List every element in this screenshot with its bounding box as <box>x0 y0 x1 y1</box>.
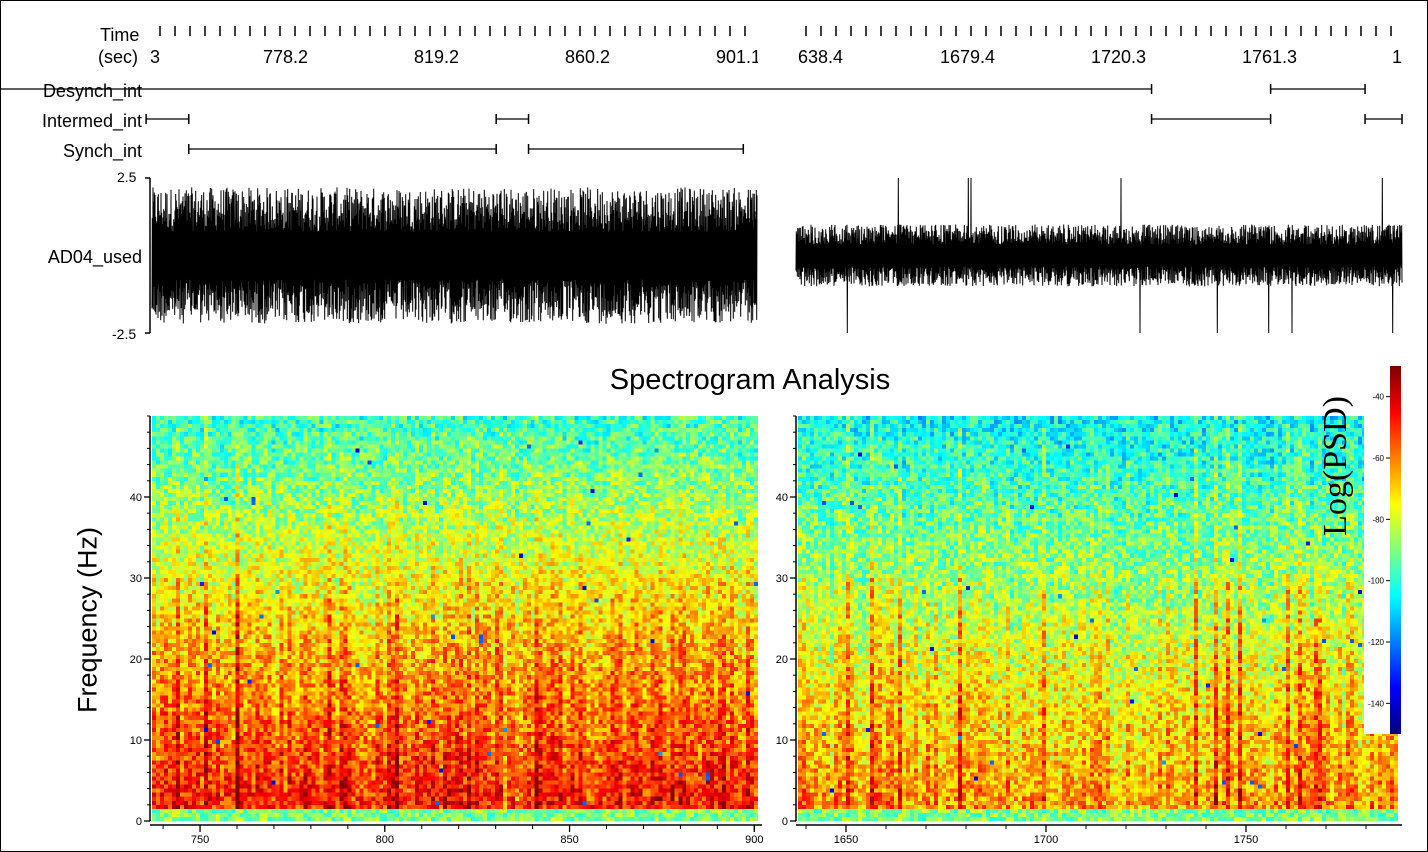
colorbar-tick-label: -100 <box>1368 577 1385 586</box>
spectrogram-x-tick-label: 850 <box>560 834 578 846</box>
signal-channel-label: AD04_used <box>47 247 142 267</box>
signal-ytick-bottom: -2.5 <box>112 326 137 342</box>
spectrogram-y-tick-label: 0 <box>136 816 142 828</box>
time-tick-left-0: 3 <box>150 47 161 67</box>
time-tick-right-2: 1720.3 <box>1091 47 1147 67</box>
time-tick-left-2: 819.2 <box>414 47 460 67</box>
spectrogram-x-tick-label: 1700 <box>1034 834 1058 846</box>
time-tick-left-1: 778.2 <box>263 47 309 67</box>
spectrogram-y-tick-label: 20 <box>130 654 142 666</box>
spectrogram-y-tick-label: 30 <box>130 573 142 585</box>
time-tick-right-1: 1679.4 <box>940 47 996 67</box>
time-tick-left-4: 901.1 <box>716 48 758 66</box>
time-label: Time <box>100 25 140 45</box>
spectrogram-left-heatmap <box>152 416 758 821</box>
spectrogram-x-tick-label: 800 <box>376 834 394 846</box>
intermed-channel-label: Intermed_int <box>41 111 142 131</box>
colorbar-tick-label: -80 <box>1372 515 1384 524</box>
spectrogram-y-tick-label: 0 <box>782 816 788 828</box>
spectrogram-x-tick-label: 900 <box>745 834 763 846</box>
colorbar-tick-label: -140 <box>1368 699 1385 708</box>
time-tick-left-3: 860.2 <box>565 47 611 67</box>
spectrogram-title: Spectrogram Analysis <box>609 364 891 396</box>
colorbar <box>1390 366 1401 734</box>
colorbar-tick-label: -60 <box>1372 454 1384 463</box>
spectrogram-y-tick-label: 40 <box>130 492 142 504</box>
spectrogram-y-tick-label: 10 <box>130 735 142 747</box>
spectrogram-y-tick-label: 30 <box>776 573 788 585</box>
time-tick-right-0: 638.4 <box>798 47 844 67</box>
time-tick-right-4: 1 <box>1392 47 1403 67</box>
spectrogram-right-heatmap <box>798 416 1398 821</box>
time-tick-right-3: 1761.3 <box>1242 47 1298 67</box>
colorbar-tick-label: -120 <box>1368 638 1385 647</box>
spectrogram-x-tick-label: 1750 <box>1234 834 1258 846</box>
colorbar-tick-label: -40 <box>1372 393 1384 402</box>
spectrogram-x-tick-label: 1650 <box>834 834 858 846</box>
spectrogram-y-tick-label: 20 <box>776 654 788 666</box>
time-unit-label: (sec) <box>98 47 138 67</box>
signal-trace-right <box>795 177 1403 334</box>
desynch-channel-label: Desynch_int <box>42 81 142 101</box>
spectrogram-x-tick-label: 750 <box>191 834 209 846</box>
synch-channel-label: Synch_int <box>62 141 142 161</box>
spectrogram-y-tick-label: 10 <box>776 735 788 747</box>
signal-trace-left <box>151 187 758 324</box>
spectrogram-y-tick-label: 40 <box>776 492 788 504</box>
signal-ytick-top: 2.5 <box>117 169 137 185</box>
